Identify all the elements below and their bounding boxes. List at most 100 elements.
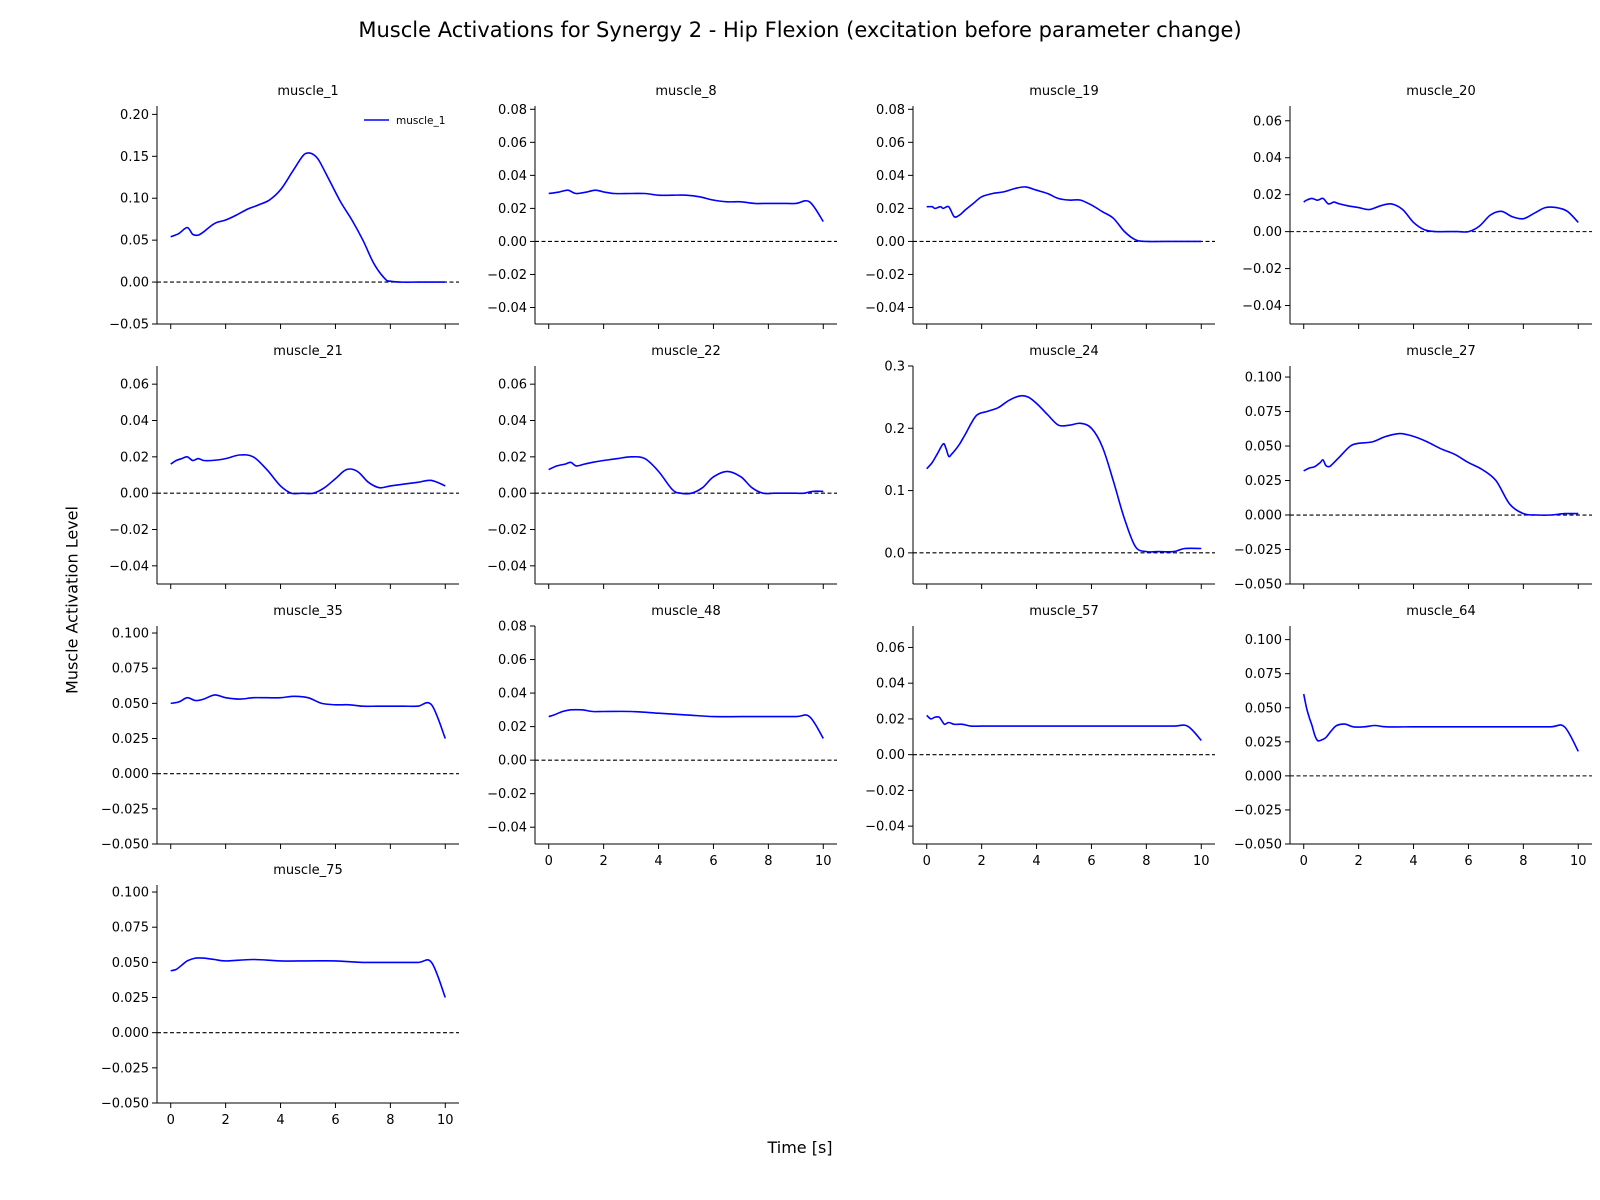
subplot-title: muscle_24 — [1029, 344, 1098, 359]
y-tick-label: −0.02 — [487, 787, 527, 802]
subplot-muscle_19: muscle_19 −0.04 −0.02 0.00 0.02 0.04 0.06 0.08 — [865, 84, 1215, 329]
subplot-muscle_24: muscle_24 0.0 0.1 0.2 0.3 — [884, 344, 1215, 589]
y-tick-label: 0.04 — [1253, 151, 1282, 166]
y-tick-label: −0.04 — [487, 559, 527, 574]
x-tick-label: 4 — [654, 854, 662, 869]
y-tick-label: 0.15 — [120, 150, 149, 165]
y-tick-label: 0.000 — [112, 767, 149, 782]
y-tick-label: −0.02 — [1242, 262, 1282, 277]
y-tick-label: 0.04 — [498, 414, 527, 429]
y-tick-label: −0.02 — [109, 523, 149, 538]
subplot-title: muscle_75 — [273, 863, 342, 878]
y-tick-label: 0.20 — [120, 108, 149, 123]
y-tick-label: 0.025 — [1245, 474, 1282, 489]
y-tick-label: −0.04 — [865, 820, 905, 835]
subplot-title: muscle_21 — [273, 344, 342, 359]
y-tick-label: 0.06 — [498, 378, 527, 393]
subplot-title: muscle_20 — [1406, 84, 1475, 99]
y-tick-label: −0.04 — [487, 821, 527, 836]
subplot-title: muscle_19 — [1029, 84, 1098, 99]
x-tick-label: 2 — [221, 1113, 229, 1128]
figure-title: Muscle Activations for Synergy 2 - Hip F… — [358, 18, 1242, 42]
subplot-muscle_48: muscle_48 −0.04 −0.02 0.00 0.02 0.04 0.06 0.08 0… — [487, 604, 837, 869]
y-tick-label: 0.04 — [120, 414, 149, 429]
y-tick-label: 0.00 — [498, 487, 527, 502]
y-tick-label: −0.04 — [109, 559, 149, 574]
x-tick-label: 4 — [1409, 854, 1417, 869]
series-line-muscle_19 — [926, 186, 1202, 243]
y-tick-label: 0.08 — [876, 103, 905, 118]
y-tick-label: 0.100 — [112, 627, 149, 642]
y-tick-label: −0.050 — [1234, 578, 1282, 593]
subplot-muscle_64: muscle_64 −0.050 −0.025 0.000 0.025 0.050 0.07… — [1234, 604, 1592, 869]
subplot-muscle_21: muscle_21 −0.04 −0.02 0.00 0.02 0.04 0.06 — [109, 344, 459, 589]
subplot-title: muscle_64 — [1406, 604, 1475, 619]
subplot-title: muscle_22 — [651, 344, 720, 359]
y-tick-label: 0.000 — [1245, 509, 1282, 524]
x-tick-label: 8 — [764, 854, 772, 869]
y-tick-label: −0.050 — [101, 838, 149, 853]
x-tick-label: 2 — [977, 854, 985, 869]
y-tick-label: −0.02 — [487, 268, 527, 283]
y-tick-label: 0.025 — [1245, 735, 1282, 750]
subplot-title: muscle_57 — [1029, 604, 1098, 619]
y-tick-label: 0.10 — [120, 192, 149, 207]
x-tick-label: 4 — [276, 1113, 284, 1128]
series-line-muscle_57 — [926, 714, 1202, 741]
y-tick-label: −0.04 — [1242, 299, 1282, 314]
y-tick-label: 0.100 — [1245, 371, 1282, 386]
y-tick-label: 0.2 — [884, 422, 905, 437]
y-tick-label: 0.04 — [876, 169, 905, 184]
subplot-title: muscle_27 — [1406, 344, 1475, 359]
x-tick-label: 6 — [709, 854, 717, 869]
x-tick-label: 0 — [1300, 854, 1308, 869]
x-tick-label: 0 — [545, 854, 553, 869]
legend-label: muscle_1 — [396, 115, 445, 127]
y-tick-label: 0.04 — [498, 169, 527, 184]
y-tick-label: 0.00 — [1253, 225, 1282, 240]
x-tick-label: 10 — [815, 854, 832, 869]
y-tick-label: 0.025 — [112, 732, 149, 747]
x-tick-label: 2 — [599, 854, 607, 869]
y-tick-label: 0.02 — [120, 450, 149, 465]
y-tick-label: 0.06 — [1253, 114, 1282, 129]
x-tick-label: 0 — [167, 1113, 175, 1128]
subplot-muscle_1: muscle_1 −0.05 0.00 0.05 0.10 0.15 0.20 muscle_… — [109, 84, 459, 333]
y-tick-label: 0.00 — [498, 754, 527, 769]
series-line-muscle_75 — [170, 957, 447, 998]
y-tick-label: 0.050 — [1245, 440, 1282, 455]
subplot-title: muscle_48 — [651, 604, 720, 619]
x-axis-label: Time [s] — [767, 1138, 833, 1157]
y-tick-label: 0.025 — [112, 991, 149, 1006]
y-tick-label: 0.02 — [498, 202, 527, 217]
x-tick-label: 8 — [1142, 854, 1150, 869]
subplot-muscle_8: muscle_8 −0.04 −0.02 0.00 0.02 0.04 0.06 0.08 — [487, 84, 837, 329]
y-tick-label: −0.02 — [865, 784, 905, 799]
y-tick-label: 0.0 — [884, 546, 905, 561]
subplot-title: muscle_1 — [277, 84, 338, 99]
y-tick-label: 0.02 — [498, 450, 527, 465]
x-tick-label: 10 — [1570, 854, 1587, 869]
y-tick-label: 0.06 — [120, 378, 149, 393]
y-tick-label: 0.02 — [1253, 188, 1282, 203]
y-tick-label: 0.06 — [498, 653, 527, 668]
series-line-muscle_35 — [170, 694, 447, 739]
series-line-muscle_20 — [1303, 197, 1579, 233]
y-tick-label: 0.100 — [1245, 633, 1282, 648]
y-tick-label: −0.050 — [101, 1097, 149, 1112]
y-tick-label: 0.00 — [498, 235, 527, 250]
series-line-muscle_21 — [170, 454, 446, 495]
y-tick-label: 0.05 — [120, 234, 149, 249]
x-tick-label: 10 — [1193, 854, 1210, 869]
subplot-muscle_57: muscle_57 −0.04 −0.02 0.00 0.02 0.04 0.06 0 2 4 6 8… — [865, 604, 1215, 869]
y-tick-label: −0.02 — [865, 268, 905, 283]
y-tick-label: 0.050 — [112, 956, 149, 971]
y-tick-label: 0.050 — [1245, 701, 1282, 716]
y-tick-label: 0.075 — [1245, 667, 1282, 682]
y-tick-label: −0.05 — [109, 318, 149, 333]
x-tick-label: 0 — [923, 854, 931, 869]
y-tick-label: −0.050 — [1234, 838, 1282, 853]
y-tick-label: −0.02 — [487, 523, 527, 538]
y-tick-label: 0.000 — [1245, 769, 1282, 784]
